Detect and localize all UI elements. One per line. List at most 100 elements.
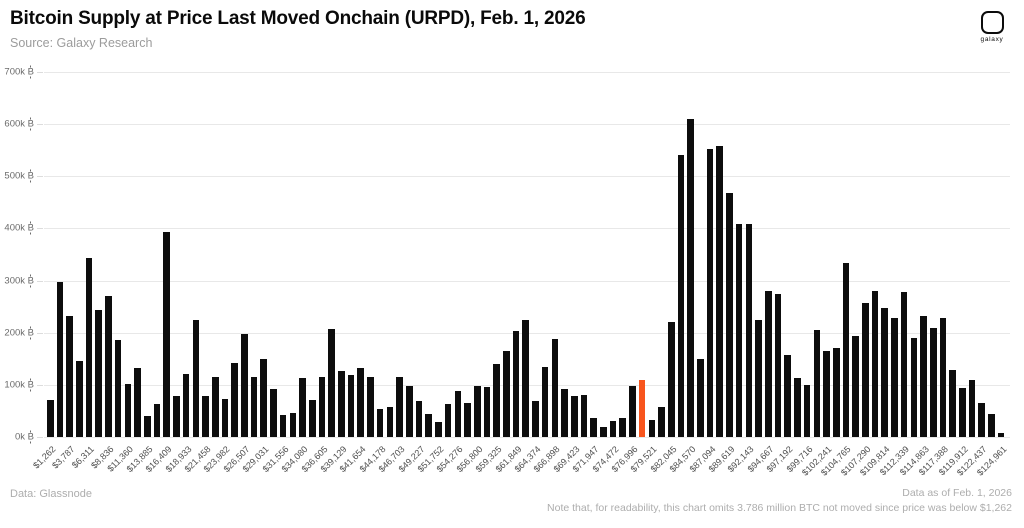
bar [454, 391, 462, 437]
bar-slot: $49,227 [396, 72, 426, 474]
bar-slot [677, 72, 687, 437]
bar [600, 426, 607, 437]
bar-slot [560, 72, 570, 437]
bar-slot [657, 72, 667, 437]
y-tick-mark [37, 384, 43, 386]
bar-slot: $102,241 [800, 72, 834, 478]
bar-slot: $21,458 [183, 72, 213, 474]
bitcoin-symbol: B [27, 326, 34, 340]
bar-slot [95, 72, 105, 437]
bar-slot [871, 72, 881, 437]
bar-slot [754, 72, 764, 437]
y-axis-label: 0k B [14, 430, 34, 444]
bar-slot [211, 72, 221, 437]
bar [949, 370, 956, 437]
data-as-of-label: Data as of Feb. 1, 2026 [902, 487, 1012, 499]
bar [677, 155, 685, 437]
bar-slot [192, 72, 202, 437]
footer-notes: Data as of Feb. 1, 2026 Note that, for r… [547, 486, 1012, 515]
bar-slot: $51,752 [415, 72, 446, 474]
bar [134, 368, 141, 437]
bar-slot: $84,570 [668, 72, 698, 474]
bar [832, 347, 840, 437]
bar-slot: $36,605 [299, 72, 329, 474]
bar-slot: $23,982 [202, 72, 232, 474]
bar-slot: $112,339 [878, 72, 911, 477]
bar-slot: $16,409 [144, 72, 174, 474]
bar-slot: $107,290 [839, 72, 873, 478]
bar-slot: $122,437 [955, 72, 989, 478]
bar [473, 386, 481, 437]
bar-slot [327, 72, 337, 437]
bar-slot: $44,178 [357, 72, 387, 474]
bar [308, 399, 316, 437]
bar-slot: $29,031 [241, 72, 271, 474]
bar [153, 403, 161, 437]
bar [687, 118, 694, 437]
bar [541, 366, 549, 437]
bar [405, 386, 413, 437]
gridline [44, 280, 1010, 282]
bar-slot: $114,863 [898, 72, 931, 477]
bar-slot [308, 72, 318, 437]
source-label: Source: Galaxy Research [10, 36, 153, 50]
bar-slot: $124,961 [975, 72, 1008, 478]
bitcoin-symbol: B [27, 378, 34, 392]
bar-slot [541, 72, 551, 437]
bar-slot: $13,885 [124, 72, 154, 474]
bar [891, 318, 898, 437]
bar-slot [948, 72, 958, 437]
bar [774, 293, 782, 437]
bar [570, 396, 578, 437]
bar-slot [851, 72, 861, 437]
bar [648, 419, 656, 437]
bar [105, 295, 112, 437]
bar-slot [502, 72, 512, 437]
bar [163, 231, 170, 437]
bar [920, 316, 927, 437]
bar-slot: $109,814 [858, 72, 892, 478]
gridline [44, 437, 1010, 438]
bar-slot [405, 72, 415, 437]
bar-slot: $26,507 [221, 72, 252, 474]
bar-slot [250, 72, 260, 437]
bar [493, 364, 500, 437]
bar [871, 291, 879, 437]
bar [396, 377, 403, 437]
bar [532, 401, 539, 437]
bar [144, 416, 151, 437]
bar-slot [638, 72, 648, 437]
galaxy-logo-icon [980, 11, 1004, 34]
bar [929, 328, 937, 437]
gridline [44, 176, 1010, 178]
bar-slot [735, 72, 745, 437]
bar [706, 148, 714, 437]
bar-slot [910, 72, 920, 437]
bar [968, 380, 976, 437]
galaxy-logo: galaxy [975, 11, 1009, 43]
bar [250, 376, 258, 437]
bar [823, 350, 830, 437]
bar [735, 224, 743, 437]
bitcoin-symbol: B [27, 65, 34, 79]
bitcoin-symbol: B [27, 274, 34, 288]
bar [95, 309, 103, 437]
gridline [44, 124, 1010, 126]
bar-slot: $69,423 [551, 72, 581, 474]
bar-slot [580, 72, 590, 437]
bar [124, 383, 132, 437]
bar [910, 337, 918, 437]
bar [813, 330, 821, 437]
bar-slot: $119,912 [936, 72, 970, 477]
bar [803, 384, 811, 437]
bar-slot: $64,374 [513, 72, 543, 474]
bar-slot: $104,765 [819, 72, 853, 478]
bar-slot: $89,619 [707, 72, 737, 474]
bar-slot [813, 72, 823, 437]
bar [56, 282, 64, 437]
bar-slot [386, 72, 396, 437]
bar-slot: $6,311 [70, 72, 96, 470]
bar [716, 146, 724, 437]
bar-chart: 0k B 100k B 200k B 300k B 400k B 500k B 600k B… [0, 65, 1014, 478]
